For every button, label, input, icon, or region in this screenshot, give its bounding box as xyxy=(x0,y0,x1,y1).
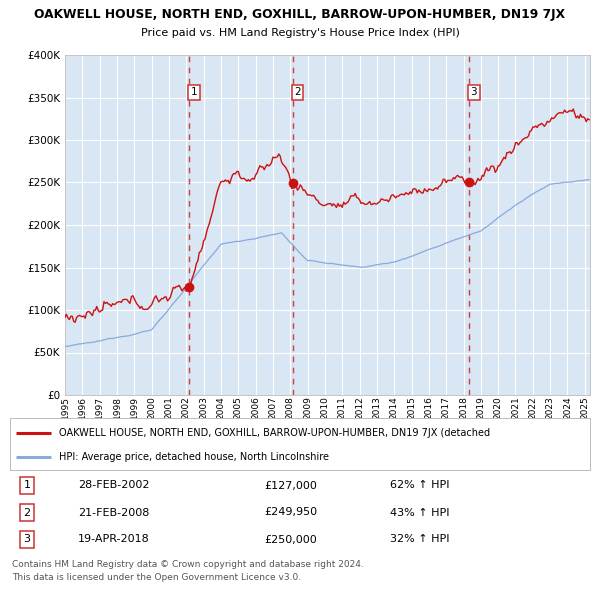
Text: £250,000: £250,000 xyxy=(264,535,317,545)
Text: 43% ↑ HPI: 43% ↑ HPI xyxy=(390,507,449,517)
Bar xyxy=(293,55,469,395)
Text: 1: 1 xyxy=(23,480,31,490)
Text: OAKWELL HOUSE, NORTH END, GOXHILL, BARROW-UPON-HUMBER, DN19 7JX (detached: OAKWELL HOUSE, NORTH END, GOXHILL, BARRO… xyxy=(59,428,490,438)
Text: Contains HM Land Registry data © Crown copyright and database right 2024.: Contains HM Land Registry data © Crown c… xyxy=(12,560,364,569)
Bar xyxy=(65,55,189,395)
Text: 3: 3 xyxy=(23,535,31,545)
Text: 32% ↑ HPI: 32% ↑ HPI xyxy=(390,535,449,545)
Bar xyxy=(469,55,590,395)
Text: £127,000: £127,000 xyxy=(264,480,317,490)
Text: 28-FEB-2002: 28-FEB-2002 xyxy=(78,480,149,490)
Text: HPI: Average price, detached house, North Lincolnshire: HPI: Average price, detached house, Nort… xyxy=(59,452,329,462)
Text: This data is licensed under the Open Government Licence v3.0.: This data is licensed under the Open Gov… xyxy=(12,573,301,582)
Text: 19-APR-2018: 19-APR-2018 xyxy=(78,535,150,545)
Text: Price paid vs. HM Land Registry's House Price Index (HPI): Price paid vs. HM Land Registry's House … xyxy=(140,28,460,38)
Bar xyxy=(189,55,293,395)
Text: 62% ↑ HPI: 62% ↑ HPI xyxy=(390,480,449,490)
Text: 2: 2 xyxy=(294,87,301,97)
Text: OAKWELL HOUSE, NORTH END, GOXHILL, BARROW-UPON-HUMBER, DN19 7JX: OAKWELL HOUSE, NORTH END, GOXHILL, BARRO… xyxy=(34,8,566,21)
Text: £249,950: £249,950 xyxy=(264,507,317,517)
Text: 3: 3 xyxy=(470,87,477,97)
Text: 1: 1 xyxy=(191,87,197,97)
Text: 21-FEB-2008: 21-FEB-2008 xyxy=(78,507,149,517)
Text: 2: 2 xyxy=(23,507,31,517)
